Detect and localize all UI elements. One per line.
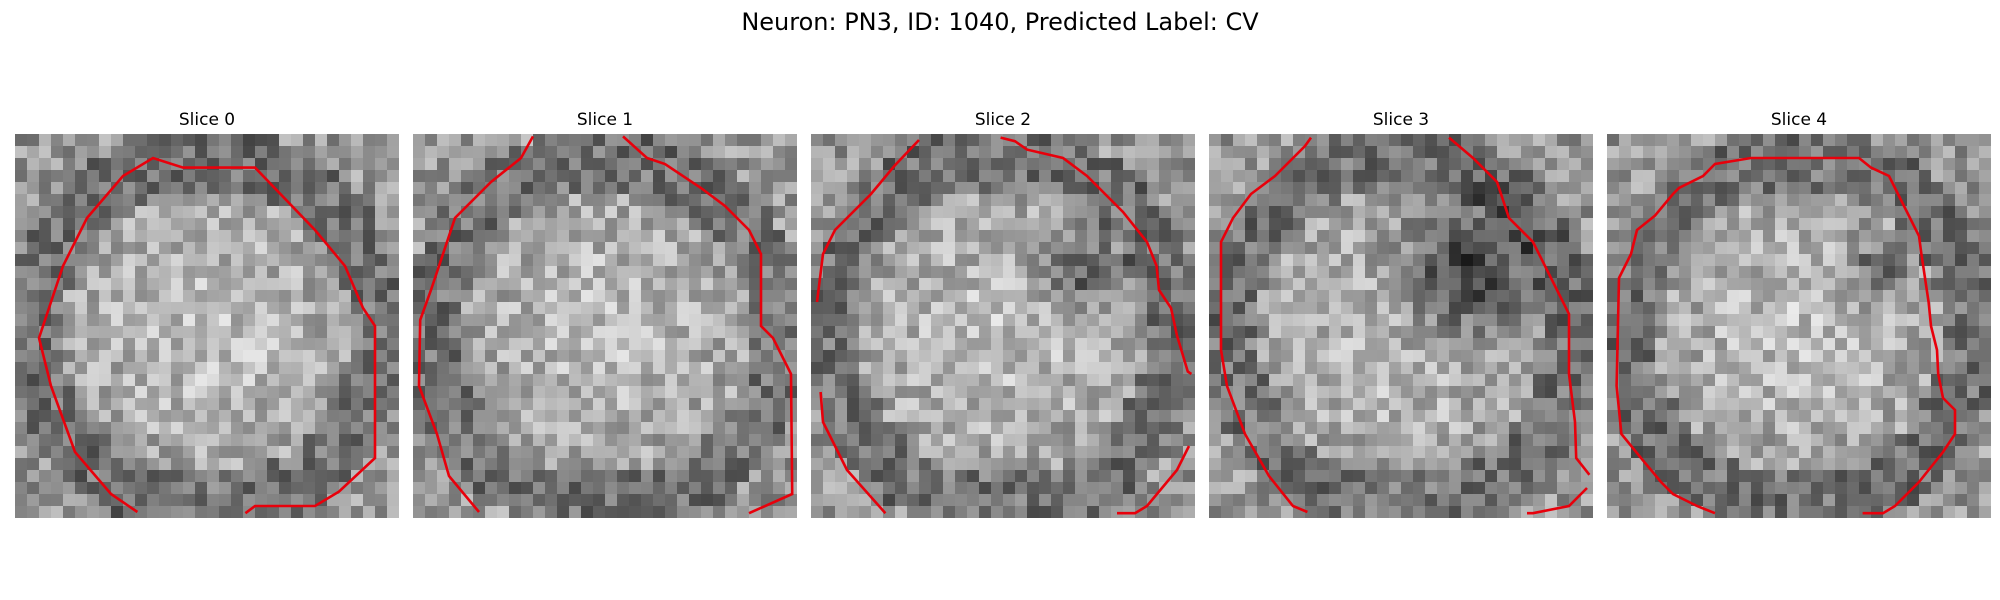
contour-line bbox=[37, 156, 377, 515]
contour-line bbox=[1000, 136, 1193, 376]
contour-line bbox=[1117, 445, 1191, 515]
slice-title: Slice 2 bbox=[974, 110, 1032, 130]
slice-title: Slice 1 bbox=[576, 110, 634, 130]
contour-line bbox=[1615, 156, 1957, 515]
contour-line bbox=[622, 135, 794, 515]
contour-line bbox=[1219, 136, 1313, 514]
slice-image bbox=[1607, 134, 1991, 518]
contour-line bbox=[1527, 487, 1588, 515]
slice-image bbox=[811, 134, 1195, 518]
slice-image bbox=[1209, 134, 1593, 518]
contour-line bbox=[819, 391, 887, 515]
figure-title: Neuron: PN3, ID: 1040, Predicted Label: … bbox=[741, 8, 1259, 36]
slice-image bbox=[15, 134, 399, 518]
slice-title: Slice 4 bbox=[1770, 110, 1828, 130]
contour-line bbox=[417, 135, 535, 513]
slice-image bbox=[413, 134, 797, 518]
contour-line bbox=[1448, 136, 1591, 476]
slice-title: Slice 3 bbox=[1372, 110, 1430, 130]
slice-title: Slice 0 bbox=[178, 110, 236, 130]
contour-line bbox=[815, 139, 920, 303]
